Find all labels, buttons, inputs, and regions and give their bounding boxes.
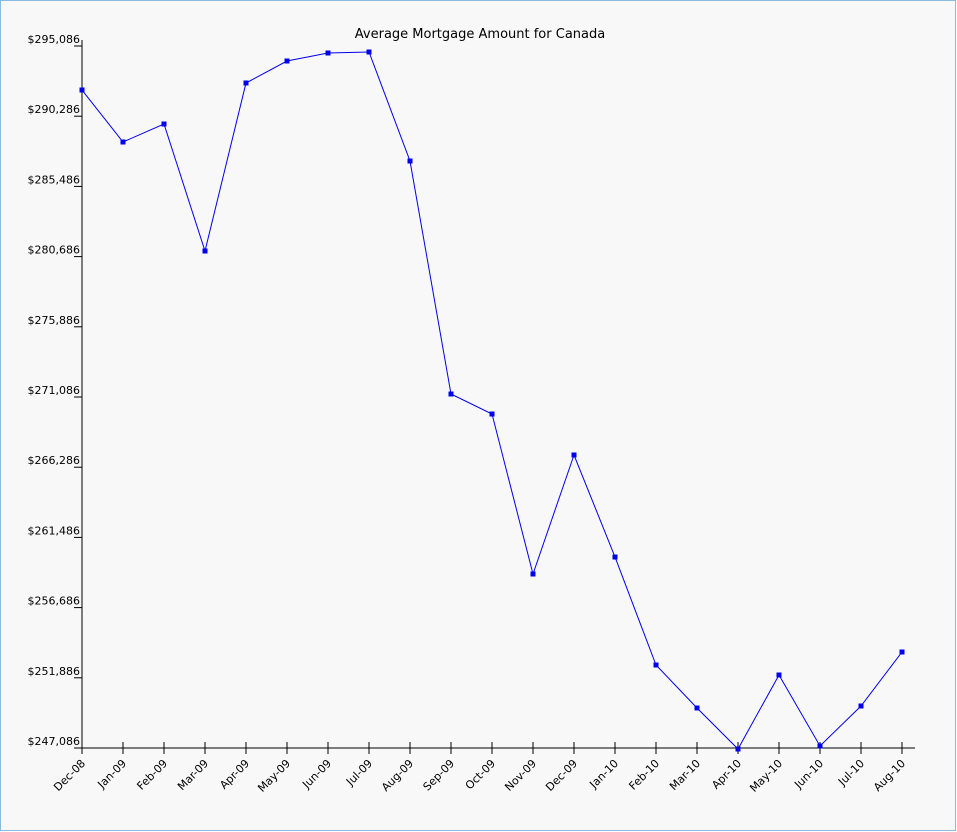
point [612, 554, 618, 560]
point [243, 80, 249, 86]
point [694, 705, 700, 711]
point [653, 662, 659, 668]
y-tick-label: $261,486 [28, 524, 81, 537]
y-tick-label: $256,686 [28, 595, 81, 608]
point [202, 248, 208, 254]
point [407, 158, 413, 164]
point [366, 49, 372, 55]
point [489, 411, 495, 417]
point [79, 87, 85, 93]
point [776, 672, 782, 678]
point [448, 391, 454, 397]
point [817, 743, 823, 749]
y-tick-label: $266,286 [28, 454, 81, 467]
y-tick-label: $295,086 [28, 33, 81, 46]
y-tick-label: $280,686 [28, 244, 81, 257]
point [571, 452, 577, 458]
y-tick-label: $290,286 [28, 103, 81, 116]
point [735, 746, 741, 752]
y-tick-label: $247,086 [28, 735, 81, 748]
y-tick-label: $285,486 [28, 173, 81, 186]
point [530, 571, 536, 577]
y-tick-label: $271,086 [28, 384, 81, 397]
y-tick-label: $251,886 [28, 665, 81, 678]
point [858, 703, 864, 709]
point [120, 139, 126, 145]
chart-title: Average Mortgage Amount for Canada [355, 27, 605, 42]
point [161, 121, 167, 127]
y-tick-label: $275,886 [28, 314, 81, 327]
point [899, 649, 905, 655]
point [325, 50, 331, 56]
point [284, 58, 290, 64]
